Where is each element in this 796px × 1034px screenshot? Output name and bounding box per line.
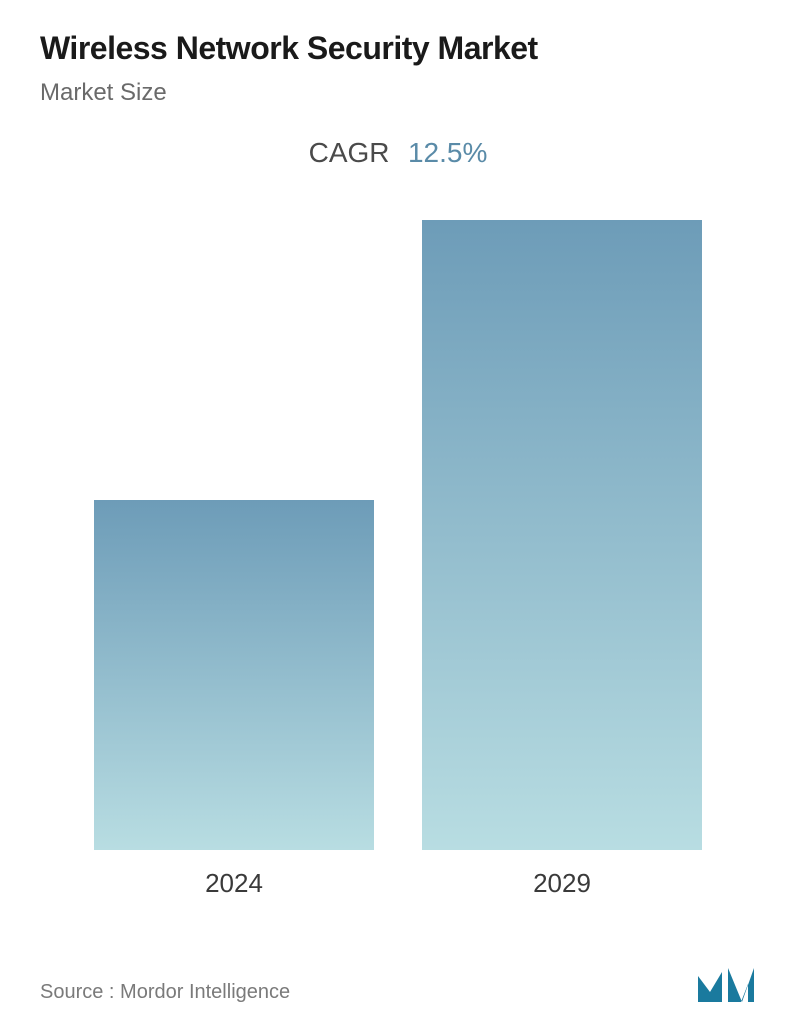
source-attribution: Source : Mordor Intelligence <box>40 981 290 1004</box>
cagr-value: 12.5% <box>408 137 487 168</box>
page-subtitle: Market Size <box>40 79 756 107</box>
cagr-label: CAGR <box>309 137 390 168</box>
page-title: Wireless Network Security Market <box>40 30 756 67</box>
bar-label-1: 2029 <box>533 868 591 899</box>
bar-group-1: 2029 <box>422 220 702 899</box>
brand-logo-icon <box>696 964 756 1004</box>
bar-chart: 2024 2029 <box>40 219 756 899</box>
bar-0 <box>94 500 374 850</box>
bar-group-0: 2024 <box>94 500 374 899</box>
cagr-row: CAGR 12.5% <box>40 137 756 169</box>
bar-1 <box>422 220 702 850</box>
bar-label-0: 2024 <box>205 868 263 899</box>
footer: Source : Mordor Intelligence <box>40 964 756 1004</box>
